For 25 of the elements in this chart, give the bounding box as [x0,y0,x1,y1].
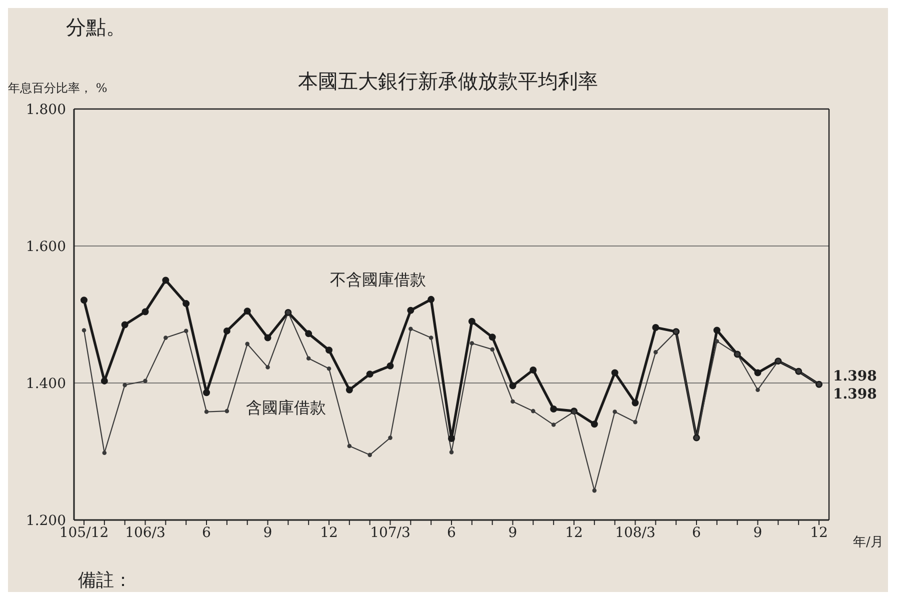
x-tick-label: 9 [263,524,272,541]
series-label: 不含國庫借款 [330,270,426,291]
x-tick-label: 105/12 [59,524,109,541]
x-tick-label: 9 [753,524,762,541]
x-tick-label: 9 [508,524,518,541]
y-tick-label: 1.800 [26,102,66,118]
text: 分點。 [66,14,126,41]
x-tick-label: 6 [202,524,212,541]
x-tick-label: 12 [320,524,338,541]
x-axis-title: 年/月 [853,534,884,551]
x-tick-label: 12 [565,524,583,541]
data-label: 1.398 [833,386,877,402]
y-tick-label: 1.600 [26,238,66,255]
chart-title: 本國五大銀行新承做放款平均利率 [298,69,598,93]
x-tick-label: 107/3 [370,524,410,541]
text: 備註： [78,569,132,592]
series-label: 含國庫借款 [246,398,326,419]
y-tick-label: 1.400 [26,376,66,392]
x-tick-label: 6 [447,524,456,541]
x-tick-label: 106/3 [125,524,166,541]
y-axis-title: 年息百分比率， % [8,80,108,97]
data-label: 1.398 [833,368,877,384]
x-tick-label: 12 [810,524,828,541]
x-tick-label: 108/3 [615,524,656,541]
x-tick-label: 6 [692,524,702,541]
